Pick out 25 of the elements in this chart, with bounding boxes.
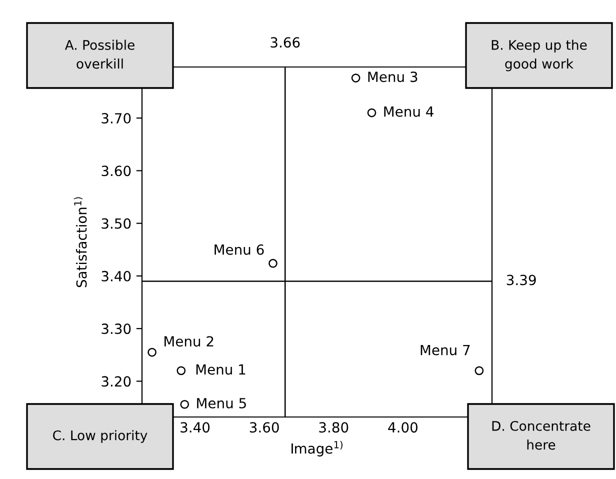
y-tick-label: 3.20 [102,376,131,387]
text: A. Possible overkill [64,40,134,69]
y-axis-title: Satisfaction$^{1)}$ [74,197,87,288]
x-axis-title: Image$^{1)}$ [292,440,342,456]
annotation: Menu 1 [196,364,246,375]
annotation: Menu 2 [164,336,214,347]
annotation: Menu 7 [420,344,470,356]
x-tick-label: 4.00 [388,422,418,433]
y-tick-label: 3.40 [102,270,131,282]
annotation: Menu 4 [384,106,434,117]
annotation: Menu 3 [368,72,418,82]
text: D. Concentrate here [492,420,590,450]
annotation: B. Keep up the good work [492,40,587,72]
ref-line-label: 3.66 [270,37,300,48]
y-tick-label: 3.30 [102,324,131,334]
x-tick-label: 3.60 [250,422,279,433]
x-tick-label: 3.80 [319,422,348,433]
y-tick-label: 3.50 [102,218,131,229]
y-tick-label: 3.60 [102,166,131,176]
annotation: Menu 6 [214,244,264,255]
text: C. Low priority [53,430,148,443]
ref-line-label: 3.39 [506,274,536,286]
annotation: Menu 5 [197,398,246,408]
x-tick-label: 3.40 [180,422,210,433]
y-tick-label: 3.70 [102,113,131,124]
